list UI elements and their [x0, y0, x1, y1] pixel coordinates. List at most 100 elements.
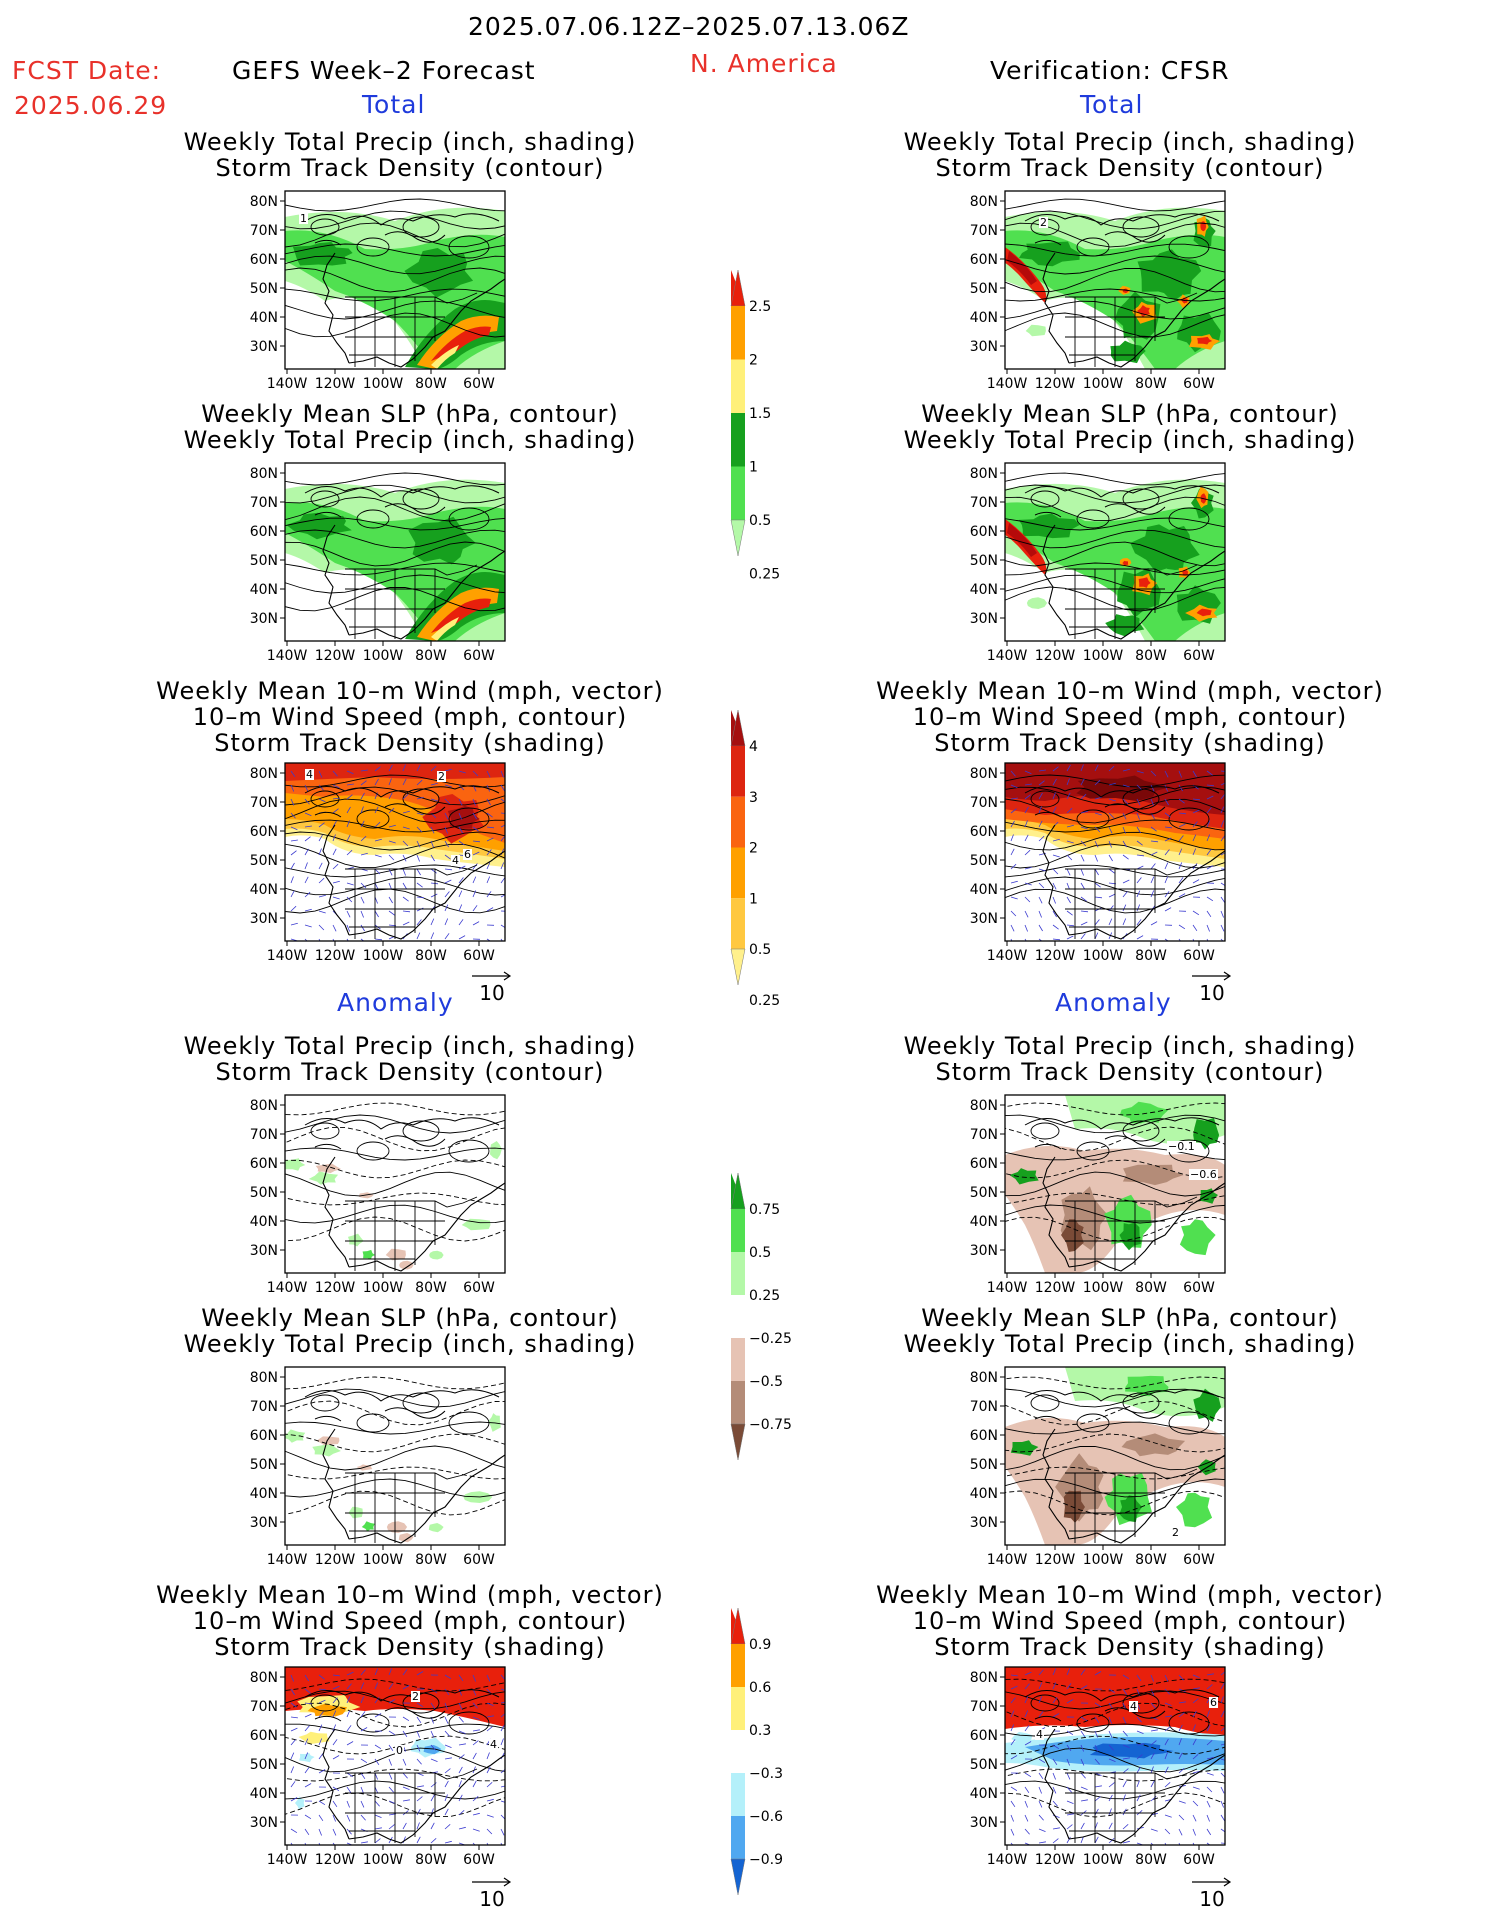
lon-label: 120W — [1035, 1852, 1076, 1868]
lon-label: 120W — [315, 648, 356, 664]
lat-label: 40N — [250, 310, 278, 326]
l-anom-slp-precip-frame — [284, 1366, 506, 1546]
r-total-slp-precip-frame — [1004, 462, 1226, 642]
lat-label: 40N — [250, 1486, 278, 1502]
colorbar-label: 0.25 — [749, 1288, 780, 1304]
colorbar-label: 2.5 — [749, 299, 771, 315]
lat-label: 40N — [250, 882, 278, 898]
r-anom-wind-storm-field — [1005, 1667, 1225, 1845]
lon-label: 60W — [1183, 1852, 1215, 1868]
lon-label: 140W — [987, 1280, 1028, 1296]
lat-label: 30N — [970, 1815, 998, 1831]
lat-label: 60N — [970, 1728, 998, 1744]
lat-label: 60N — [250, 1156, 278, 1172]
lat-label: 30N — [250, 911, 278, 927]
colorbar-swatch — [731, 359, 745, 413]
lat-label: 60N — [250, 824, 278, 840]
fcst-date-value: 2025.06.29 — [14, 91, 168, 120]
colorbar-swatch — [731, 413, 745, 467]
lat-label: 40N — [970, 582, 998, 598]
colorbar-label: 0.75 — [749, 1202, 780, 1218]
colorbar-label: 0.5 — [749, 513, 771, 529]
lon-label: 100W — [1083, 1280, 1124, 1296]
colorbar-label: −0.75 — [749, 1417, 792, 1433]
lon-label: 140W — [267, 376, 308, 392]
lon-label: 100W — [363, 1852, 404, 1868]
lon-label: 60W — [463, 376, 495, 392]
lat-label: 80N — [970, 1370, 998, 1386]
vector-scale-label: 10 — [479, 1887, 504, 1911]
lat-label: 30N — [970, 1515, 998, 1531]
contour-label: 4 — [451, 854, 460, 867]
l-total-wind-storm-field — [285, 763, 505, 941]
l-anom-slp-precip-title: Weekly Mean SLP (hPa, contour) Weekly To… — [183, 1304, 637, 1358]
lat-label: 60N — [970, 1428, 998, 1444]
verification-title: Verification: CFSR — [990, 56, 1230, 85]
l-total-slp-precip-contours — [285, 472, 505, 612]
lon-label: 140W — [267, 648, 308, 664]
lat-label: 40N — [970, 1486, 998, 1502]
colorbar-swatch — [731, 1644, 745, 1687]
lat-label: 70N — [250, 795, 278, 811]
r-total-slp-precip-field — [1005, 463, 1225, 641]
lat-label: 40N — [970, 1214, 998, 1230]
r-anom-slp-precip-frame — [1004, 1366, 1226, 1546]
contour-label: 2 — [1039, 216, 1048, 229]
l-anom-slp-precip-map: 80N 70N 60N 50N 40N 30N 140W 120W 100W 80W 60W — [250, 1366, 506, 1568]
colorbar-label: 2 — [749, 353, 758, 369]
lat-label: 60N — [970, 252, 998, 268]
l-total-wind-storm-title: Weekly Mean 10–m Wind (mph, vector) 10–m… — [156, 677, 664, 757]
contour-label: 4 — [1035, 1728, 1044, 1741]
colorbar-label: −0.6 — [749, 1809, 783, 1825]
r-total-wind-storm-frame — [1004, 762, 1226, 942]
lat-label: 80N — [970, 194, 998, 210]
lon-label: 80W — [1135, 1852, 1167, 1868]
r-total-wind-storm-map: 80N 70N 60N 50N 40N 30N 140W 120W 100W 80W 60W — [970, 762, 1226, 964]
lon-label: 100W — [363, 948, 404, 964]
lon-label: 140W — [987, 376, 1028, 392]
vector-scale: 10 — [1192, 971, 1232, 1005]
vector-scale: 10 — [472, 971, 512, 1005]
colorbar-label: 2 — [749, 841, 758, 857]
l-anom-precip-storm-map: 80N 70N 60N 50N 40N 30N 140W 120W 100W 80W 60W — [250, 1094, 506, 1296]
lat-label: 50N — [250, 853, 278, 869]
l-anom-wind-storm-field — [285, 1667, 505, 1845]
vector-scale-label: 10 — [1199, 1887, 1224, 1911]
contour-label: 0 — [395, 1744, 404, 1757]
contour-label: 2 — [411, 1690, 420, 1703]
colorbar-label: 0.9 — [749, 1637, 771, 1653]
lon-label: 100W — [1083, 1852, 1124, 1868]
lat-label: 70N — [250, 495, 278, 511]
colorbar-swatch — [731, 898, 745, 949]
lat-label: 40N — [970, 1786, 998, 1802]
lon-label: 60W — [463, 1552, 495, 1568]
lat-label: 30N — [970, 1243, 998, 1259]
colorbar-swatch — [731, 1295, 745, 1338]
lon-label: 100W — [363, 376, 404, 392]
r-total-precip-storm-map: 80N 70N 60N 50N 40N 30N 140W 120W 100W 80W 60W — [970, 190, 1226, 392]
section-total-right: Total — [1080, 90, 1144, 119]
lon-label: 140W — [987, 1852, 1028, 1868]
lon-label: 120W — [1035, 1552, 1076, 1568]
r-anom-precip-storm-map: 80N 70N 60N 50N 40N 30N 140W 120W 100W 80W 60W — [970, 1094, 1226, 1296]
contour-label: 4 — [489, 1738, 498, 1751]
colorbar-label: −0.25 — [749, 1331, 792, 1347]
lon-label: 60W — [1183, 376, 1215, 392]
colorbar-swatch — [731, 306, 745, 360]
l-anom-slp-precip-field — [285, 1367, 505, 1545]
colorbar-storm-anom: 0.9 0.6 0.3 −0.3 −0.6 −0.9 — [730, 1607, 783, 1896]
l-anom-precip-storm-title: Weekly Total Precip (inch, shading) Stor… — [183, 1032, 637, 1086]
contour-label: 2 — [437, 770, 446, 783]
lon-label: 80W — [415, 1552, 447, 1568]
lat-label: 70N — [970, 1699, 998, 1715]
lat-label: 30N — [250, 611, 278, 627]
lat-label: 30N — [970, 339, 998, 355]
r-total-wind-storm-field — [1005, 763, 1225, 941]
r-anom-wind-storm-map: 80N 70N 60N 50N 40N 30N 140W 120W 100W 80W 60W — [970, 1666, 1226, 1868]
r-total-precip-storm-contours — [1005, 198, 1225, 338]
colorbar-label: 0.3 — [749, 1723, 771, 1739]
lon-label: 60W — [1183, 948, 1215, 964]
r-anom-precip-storm-title: Weekly Total Precip (inch, shading) Stor… — [903, 1032, 1357, 1086]
l-total-slp-precip-frame — [284, 462, 506, 642]
r-total-slp-precip-contours — [1005, 472, 1225, 612]
